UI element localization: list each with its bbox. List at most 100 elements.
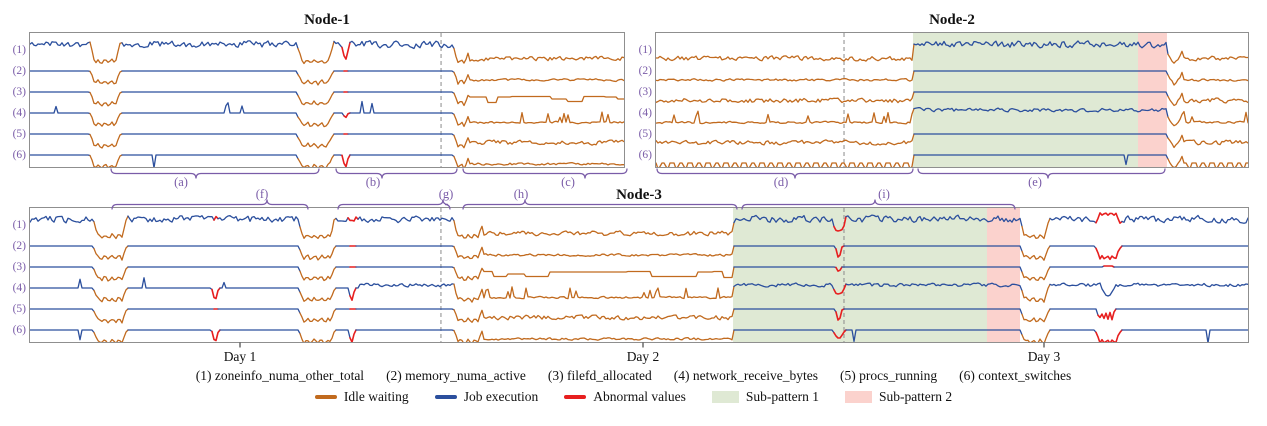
metric-label-6: (6) context_switches — [959, 368, 1072, 383]
series-node-1-metric-3 — [453, 92, 624, 107]
series-node-3-metric-1 — [1121, 214, 1248, 224]
series-node-2-metric-1 — [656, 43, 915, 62]
highlight-sub2 — [986, 208, 1020, 342]
series-node-1-metric-2 — [297, 70, 335, 86]
legend-swatch-abnormal — [564, 395, 587, 399]
brace-label-e: (e) — [1028, 175, 1042, 189]
series-node-3-metric-2 — [93, 245, 129, 261]
series-node-1-metric-3 — [121, 91, 299, 97]
series-node-3-metric-5 — [1021, 308, 1051, 323]
series-node-1-metric-5 — [89, 133, 123, 149]
row-label-node-1-1: (1) — [12, 44, 26, 56]
panel-node-3 — [29, 207, 1249, 343]
series-node-1-metric-1 — [89, 41, 123, 64]
series-node-1-metric-5 — [121, 133, 299, 139]
row-label-node-2-2: (2) — [638, 65, 652, 77]
series-node-2-metric-1 — [913, 40, 1169, 55]
legend-label: Abnormal values — [593, 389, 686, 404]
series-node-3-metric-1 — [845, 214, 1023, 228]
series-node-3-metric-3 — [299, 266, 337, 282]
series-node-1-metric-6 — [30, 154, 91, 157]
series-node-3-metric-3 — [733, 266, 837, 269]
series-node-1-metric-2 — [89, 70, 123, 85]
series-node-1-metric-3 — [297, 91, 335, 106]
series-node-3-metric-1 — [93, 215, 129, 240]
series-node-3-metric-1 — [1049, 215, 1097, 224]
legend-label: Job execution — [463, 389, 539, 404]
series-node-3-metric-5 — [93, 308, 129, 324]
series-node-1-metric-6 — [349, 154, 455, 158]
series-node-1-metric-1 — [121, 40, 299, 50]
series-node-1-metric-6 — [89, 154, 123, 167]
series-node-1-metric-3 — [89, 91, 123, 107]
row-label-node-1-5: (5) — [12, 128, 26, 140]
series-node-1-metric-1 — [30, 41, 91, 48]
series-node-3-metric-4 — [845, 282, 1023, 292]
series-node-2-metric-2 — [1167, 71, 1248, 86]
series-node-1-metric-3 — [30, 91, 91, 94]
series-node-3-metric-5 — [1049, 308, 1099, 316]
series-node-3-metric-2 — [733, 245, 837, 250]
series-node-3-metric-4 — [355, 282, 455, 289]
series-node-3-metric-6 — [211, 329, 221, 342]
series-node-3-metric-3 — [1049, 265, 1105, 268]
metric-labels-row: (1) zoneinfo_numa_other_total (2) memory_… — [0, 368, 1267, 384]
series-node-3-metric-1 — [30, 215, 95, 224]
series-node-1-metric-6 — [297, 154, 335, 167]
series-node-3-metric-2 — [1095, 245, 1123, 261]
series-node-1-metric-4 — [349, 100, 455, 116]
series-node-3-metric-2 — [1049, 245, 1097, 249]
brace-c — [462, 168, 628, 179]
legend-item-idle-waiting: Idle waiting — [314, 389, 409, 405]
series-node-2-metric-1 — [1167, 50, 1248, 64]
series-node-3-metric-6 — [335, 329, 351, 339]
row-label-node-2-5: (5) — [638, 128, 652, 140]
series-node-1-metric-1 — [341, 41, 351, 60]
brace-a — [110, 168, 320, 179]
series-node-3-metric-6 — [355, 329, 455, 332]
series-node-3-metric-1 — [335, 217, 349, 222]
series-node-2-metric-5 — [1167, 134, 1248, 149]
brace-label-b: (b) — [365, 175, 381, 189]
series-node-3-metric-2 — [835, 245, 845, 258]
series-node-3-metric-1 — [357, 215, 455, 224]
series-node-3-metric-6 — [453, 329, 735, 342]
series-node-3-metric-5 — [453, 308, 735, 323]
series-node-3-metric-6 — [1049, 329, 1097, 333]
series-node-2-metric-4 — [913, 107, 1169, 118]
highlight-sub2 — [1138, 33, 1167, 167]
row-label-node-2-4: (4) — [638, 107, 652, 119]
series-node-3-metric-3 — [30, 266, 95, 271]
row-label-node-2-6: (6) — [638, 149, 652, 161]
plot-node-2 — [656, 33, 1248, 167]
series-node-3-metric-5 — [217, 308, 301, 314]
series-node-3-metric-5 — [1097, 308, 1117, 321]
brace-label-g: (g) — [438, 187, 454, 201]
series-node-3-metric-1 — [733, 214, 835, 228]
series-node-3-metric-4 — [453, 283, 735, 303]
series-node-3-metric-2 — [453, 245, 735, 260]
legend-swatch-idle — [314, 395, 337, 399]
series-node-3-metric-5 — [299, 308, 337, 323]
series-node-3-metric-3 — [1021, 266, 1051, 282]
series-node-2-metric-6 — [913, 154, 1169, 166]
series-node-3-metric-1 — [453, 220, 735, 239]
series-node-3-metric-4 — [733, 282, 835, 291]
series-node-2-metric-6 — [656, 154, 915, 167]
series-node-1-metric-2 — [453, 71, 624, 85]
series-node-3-metric-1 — [833, 215, 847, 232]
series-node-1-metric-4 — [89, 112, 123, 127]
series-node-3-metric-1 — [1095, 212, 1123, 224]
series-node-3-metric-2 — [299, 245, 337, 261]
series-node-1-metric-3 — [347, 91, 455, 94]
series-node-1-metric-1 — [453, 47, 624, 64]
metric-label-4: (4) network_receive_bytes — [673, 368, 819, 383]
series-node-1-metric-5 — [347, 133, 455, 137]
legend-swatch-job — [434, 395, 457, 399]
series-node-3-metric-6 — [93, 329, 129, 342]
series-node-3-metric-3 — [93, 266, 129, 282]
legend-label: Sub-pattern 1 — [745, 389, 820, 404]
series-node-1-metric-1 — [297, 40, 335, 65]
series-node-3-metric-5 — [733, 308, 837, 313]
